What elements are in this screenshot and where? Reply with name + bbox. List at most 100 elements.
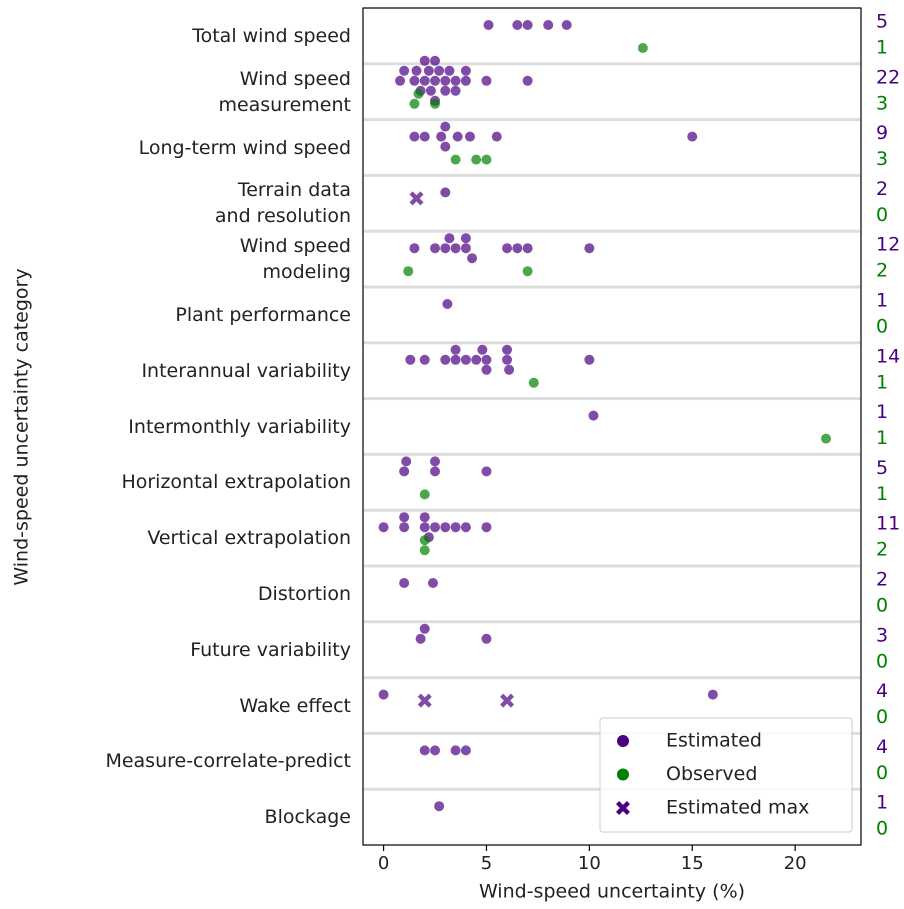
- data-point: [460, 745, 471, 756]
- data-point: [637, 43, 648, 53]
- data-point: [436, 131, 447, 142]
- data-point: [415, 633, 426, 644]
- data-point: [460, 233, 471, 244]
- data-point: [450, 85, 461, 96]
- count-label: 0: [876, 204, 888, 226]
- category-label: Terrain data and resolution: [214, 179, 351, 228]
- data-point: [409, 98, 420, 109]
- data-point: [584, 354, 595, 365]
- data-point: [483, 20, 494, 30]
- data-point: [419, 131, 430, 142]
- data-point: [522, 20, 533, 30]
- data-point: [423, 65, 434, 76]
- data-point: [467, 253, 478, 264]
- legend-box: [599, 717, 853, 833]
- count-label: 1: [876, 792, 888, 814]
- data-point: [481, 466, 492, 477]
- data-point: [502, 243, 513, 254]
- x-tick-label: 15: [681, 853, 704, 874]
- count-label: 2: [876, 178, 888, 200]
- data-point: [413, 88, 424, 99]
- legend-marker: [617, 768, 629, 781]
- data-point: [440, 187, 451, 198]
- data-point: [419, 489, 430, 500]
- data-point: [430, 456, 441, 467]
- data-point: [512, 20, 523, 30]
- x-tick-label: 10: [578, 853, 601, 874]
- data-point: [399, 522, 410, 533]
- data-point: [430, 745, 441, 756]
- data-point: [399, 512, 410, 523]
- data-point: [430, 98, 441, 109]
- category-label: Distortion: [257, 582, 351, 605]
- data-point: [405, 354, 416, 365]
- count-label: 1: [876, 371, 888, 393]
- category-label: Horizontal extrapolation: [121, 471, 351, 494]
- data-point: [450, 522, 461, 533]
- data-point: [481, 75, 492, 86]
- data-point: [442, 299, 453, 309]
- estimated-max-marker: [417, 693, 432, 708]
- data-point: [403, 266, 414, 277]
- x-tick-label: 5: [481, 853, 492, 874]
- category-label: Future variability: [190, 638, 351, 661]
- count-label: 2: [876, 260, 888, 282]
- data-point: [430, 55, 441, 66]
- data-point: [460, 243, 471, 254]
- legend: Estimated Observed Estimated max: [599, 717, 853, 833]
- legend-label: Estimated: [666, 730, 762, 752]
- count-label: 3: [876, 148, 888, 170]
- count-label: 1: [876, 483, 888, 505]
- count-label: 5: [876, 457, 888, 479]
- data-point: [465, 131, 476, 142]
- count-label: 0: [876, 595, 888, 617]
- data-point: [460, 75, 471, 86]
- category-label: Plant performance: [175, 303, 351, 326]
- count-label: 0: [876, 818, 888, 840]
- data-point: [419, 354, 430, 365]
- data-point: [427, 578, 438, 588]
- count-label: 14: [876, 345, 900, 367]
- data-point: [419, 522, 430, 533]
- data-point: [460, 354, 471, 365]
- data-point: [440, 75, 451, 86]
- x-tick-label: 0: [378, 853, 389, 874]
- data-point: [430, 75, 441, 86]
- category-label: Wind speed measurement: [218, 67, 351, 116]
- data-point: [452, 131, 463, 142]
- count-label: 4: [876, 736, 888, 758]
- data-point: [491, 131, 502, 142]
- data-point: [411, 65, 422, 76]
- legend-label: Estimated max: [666, 797, 809, 819]
- data-point: [481, 354, 492, 365]
- data-point: [419, 75, 430, 86]
- data-point: [481, 633, 492, 644]
- data-point: [434, 801, 445, 812]
- y-axis-title: Wind-speed uncertainty category: [11, 268, 33, 585]
- data-point: [378, 689, 389, 700]
- data-point: [561, 20, 572, 30]
- count-label: 1: [876, 401, 888, 423]
- data-point: [481, 154, 492, 165]
- legend-marker: [616, 801, 630, 815]
- data-point: [450, 354, 461, 365]
- category-label: Interannual variability: [141, 359, 351, 382]
- data-point: [450, 75, 461, 86]
- count-label: 12: [876, 234, 900, 256]
- category-label: Wake effect: [239, 694, 351, 717]
- data-point: [409, 131, 420, 142]
- data-point: [430, 466, 441, 477]
- data-point: [450, 745, 461, 756]
- data-point: [430, 243, 441, 254]
- count-label: 11: [876, 513, 900, 535]
- data-point: [444, 65, 455, 76]
- category-label: Wind speed modeling: [239, 235, 351, 284]
- estimated-max-marker: [409, 191, 424, 206]
- data-point: [378, 522, 389, 533]
- data-point: [588, 410, 599, 421]
- data-point: [440, 85, 451, 96]
- count-label: 1: [876, 290, 888, 312]
- data-point: [522, 243, 533, 254]
- data-point: [477, 344, 488, 355]
